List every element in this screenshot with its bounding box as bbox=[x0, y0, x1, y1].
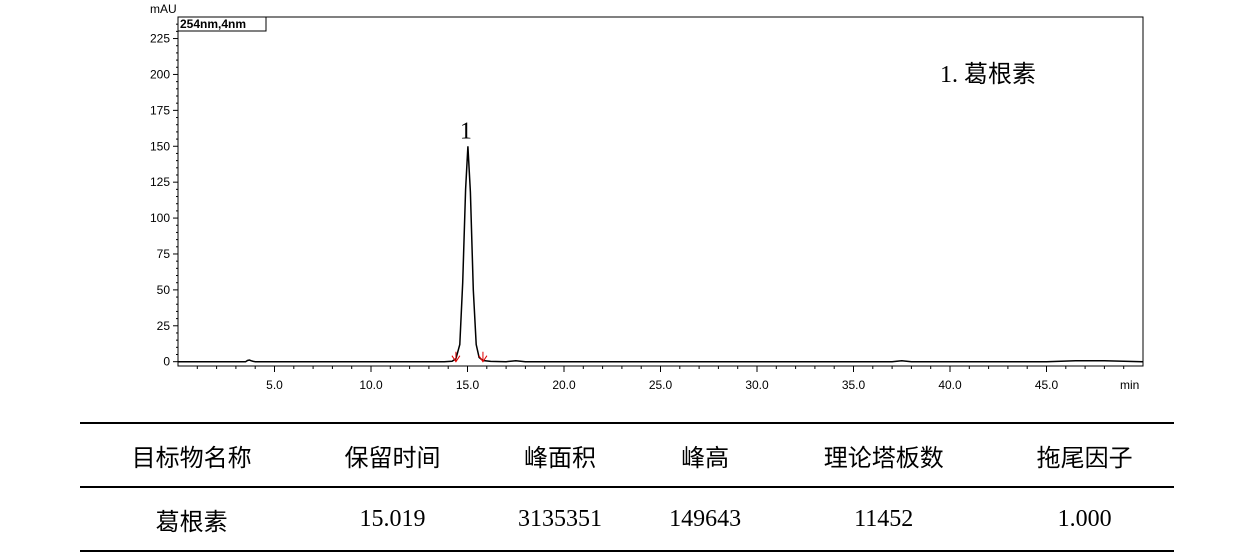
x-tick-label: 5.0 bbox=[266, 378, 283, 392]
x-tick-label: 45.0 bbox=[1035, 378, 1059, 392]
integration-marks bbox=[451, 351, 488, 363]
cell-peak-height: 149643 bbox=[669, 505, 742, 532]
wavelength-box: 254nm,4nm bbox=[177, 16, 267, 32]
x-tick-label: 15.0 bbox=[456, 378, 480, 392]
y-tick-label: 100 bbox=[150, 211, 170, 225]
y-axis: 0 25 50 75 100 125 150 175 200 225 bbox=[150, 23, 178, 369]
y-tick-label: 175 bbox=[150, 103, 170, 117]
cell-theoretical-plates: 11452 bbox=[854, 505, 914, 532]
y-tick-label: 0 bbox=[163, 355, 170, 369]
y-tick-label: 150 bbox=[150, 139, 170, 153]
cell-tailing-factor: 1.000 bbox=[1057, 505, 1112, 532]
header-theoretical-plates: 理论塔板数 bbox=[823, 443, 944, 472]
y-tick-label: 225 bbox=[150, 32, 170, 46]
y-tick-label: 50 bbox=[157, 283, 171, 297]
table-header-row: 目标物名称 保留时间 峰面积 峰高 理论塔板数 拖尾因子 bbox=[80, 423, 1174, 487]
y-tick-label: 125 bbox=[150, 175, 170, 189]
header-peak-height: 峰高 bbox=[681, 443, 730, 472]
header-peak-area: 峰面积 bbox=[524, 443, 596, 472]
x-tick-label: 40.0 bbox=[938, 378, 962, 392]
integration-mark bbox=[451, 351, 461, 363]
legend-compound: 1. 葛根素 bbox=[940, 61, 1036, 88]
x-tick-label: 35.0 bbox=[842, 378, 866, 392]
cell-retention-time: 15.019 bbox=[359, 505, 426, 532]
svg-text:254nm,4nm: 254nm,4nm bbox=[180, 17, 246, 31]
integration-mark bbox=[478, 351, 488, 363]
y-tick-label: 75 bbox=[157, 247, 171, 261]
cell-compound-name: 葛根素 bbox=[155, 507, 228, 536]
table-row: 葛根素 15.019 3135351 149643 11452 1.000 bbox=[80, 487, 1174, 551]
x-tick-label: 30.0 bbox=[745, 378, 769, 392]
header-tailing-factor: 拖尾因子 bbox=[1036, 443, 1133, 472]
x-tick-label: 10.0 bbox=[359, 378, 383, 392]
peak-label-1: 1 bbox=[460, 118, 472, 144]
y-axis-unit: mAU bbox=[150, 2, 177, 16]
x-tick-label: 25.0 bbox=[649, 378, 673, 392]
chromatogram-trace bbox=[178, 146, 1144, 363]
header-retention-time: 保留时间 bbox=[344, 443, 441, 472]
x-tick-label: 20.0 bbox=[552, 378, 576, 392]
header-compound-name: 目标物名称 bbox=[131, 443, 252, 472]
results-table: 目标物名称 保留时间 峰面积 峰高 理论塔板数 拖尾因子 葛根素 15.019 … bbox=[80, 422, 1174, 552]
chromatogram-chart: 0 25 50 75 100 125 150 175 200 225 5.0 10.0 15.0 20.… bbox=[150, 2, 1144, 392]
x-axis: 5.0 10.0 15.0 20.0 25.0 30.0 35.0 40.0 45.0 bbox=[196, 366, 1125, 392]
y-tick-label: 200 bbox=[150, 67, 170, 81]
x-axis-unit: min bbox=[1120, 378, 1139, 392]
cell-peak-area: 3135351 bbox=[518, 505, 602, 532]
y-tick-label: 25 bbox=[157, 319, 171, 333]
